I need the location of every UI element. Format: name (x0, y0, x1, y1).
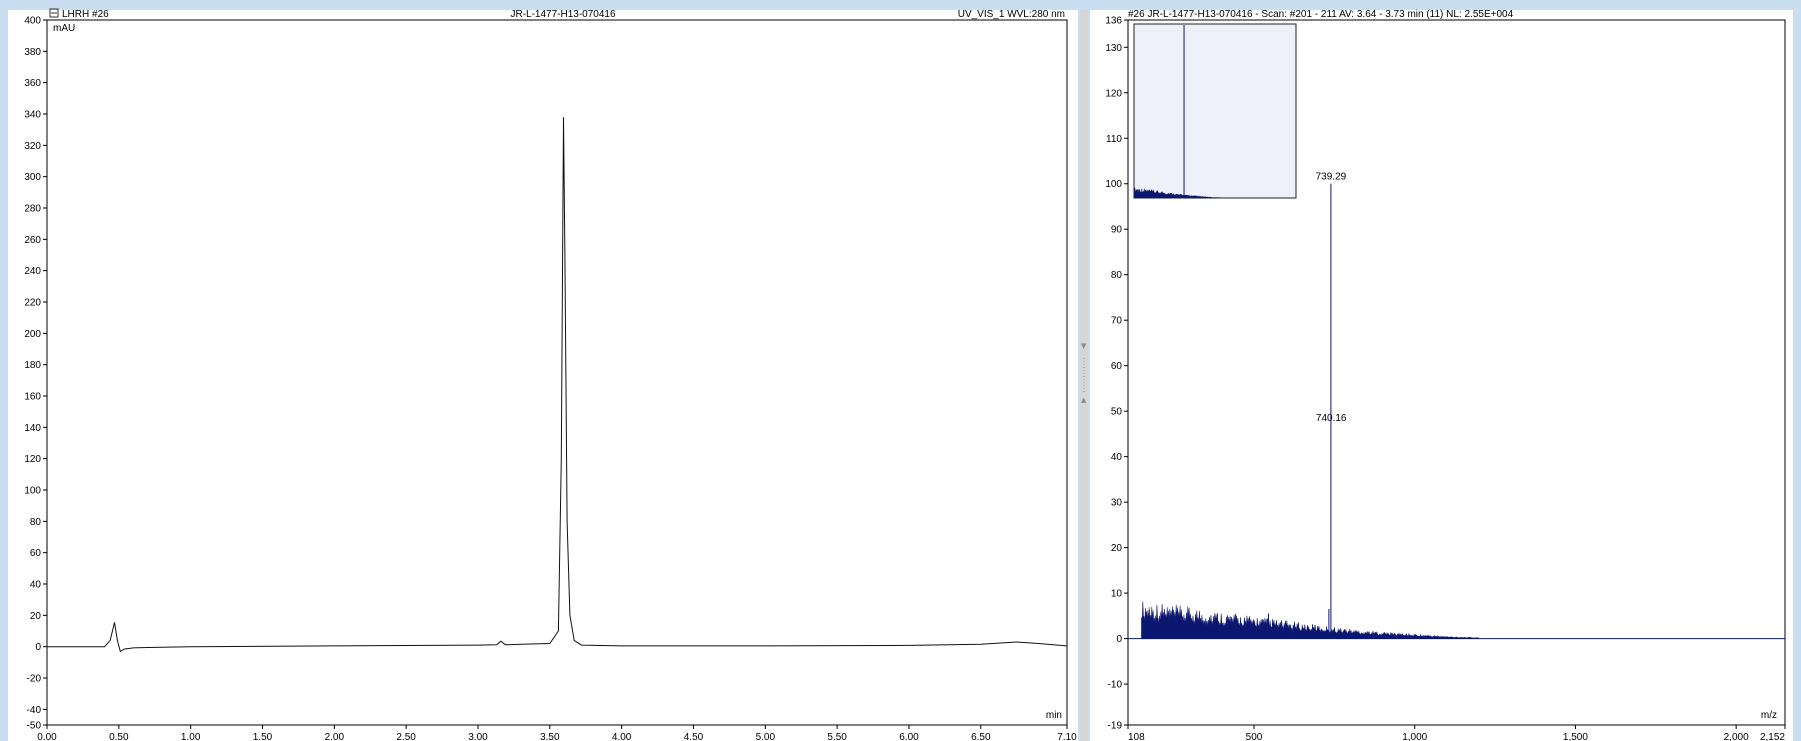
uv-x-tick-label: 0.50 (109, 732, 129, 741)
ms-x-tick-label: 500 (1246, 732, 1263, 741)
uv-y-tick-label: 240 (24, 266, 41, 277)
uv-y-tick-label: -50 (27, 721, 42, 732)
uv-y-tick-label: 60 (30, 548, 42, 559)
uv-y-tick-label: 360 (24, 78, 41, 89)
uv-y-tick-label: 380 (24, 47, 41, 58)
ms-y-tick-label: -19 (1108, 721, 1123, 732)
uv-x-tick-label: 1.00 (181, 732, 201, 741)
ms-x-tick-label: 2,000 (1724, 732, 1749, 741)
uv-y-tick-label: -20 (27, 674, 42, 685)
ms-xlabel: m/z (1761, 710, 1777, 721)
uv-panel-background (8, 10, 1078, 741)
ms-peak-label: 740.16 (1316, 413, 1347, 424)
ms-y-tick-label: 136 (1105, 16, 1122, 27)
ms-y-tick-label: 100 (1105, 179, 1122, 190)
uv-xlabel: min (1046, 710, 1062, 721)
ms-y-tick-label: 40 (1111, 452, 1123, 463)
collapse-down-icon[interactable]: ▲ (1081, 396, 1087, 404)
uv-y-tick-label: 200 (24, 329, 41, 340)
chromatogram-title: JR-L-1477-H13-070416 (510, 9, 616, 20)
uv-y-tick-label: 300 (24, 172, 41, 183)
uv-y-tick-label: 20 (30, 611, 42, 622)
ms-y-tick-label: -10 (1108, 680, 1123, 691)
ms-x-axis: 108 500 1,000 1,500 2,000 2,152 (1127, 725, 1786, 741)
panel-splitter[interactable]: ▼ ▲ (1080, 10, 1088, 741)
uv-y-tick-label: 280 (24, 204, 41, 215)
uv-x-tick-label: 3.50 (540, 732, 560, 741)
ms-peaks (1267, 183, 1332, 639)
uv-y-tick-label: 0 (35, 642, 41, 653)
chromatogram-icon (49, 8, 59, 18)
uv-y-tick-label: 320 (24, 141, 41, 152)
uv-header: LHRH #26 JR-L-1477-H13-070416 UV_VIS_1 W… (49, 8, 1065, 20)
uv-x-tick-label: 6.50 (971, 732, 991, 741)
ms-y-tick-label: 20 (1111, 543, 1123, 554)
ms-y-tick-label: 90 (1111, 225, 1123, 236)
uv-x-tick-label: 4.00 (612, 732, 632, 741)
uv-x-tick-label: 5.00 (756, 732, 776, 741)
ms-y-tick-label: 130 (1105, 43, 1122, 54)
uv-y-tick-label: 220 (24, 298, 41, 309)
ms-peak-label: 739.29 (1316, 172, 1347, 183)
uv-x-tick-label: 6.00 (899, 732, 919, 741)
ms-noise-bars (1141, 601, 1480, 639)
ms-y-tick-label: 110 (1106, 134, 1122, 145)
ms-y-tick-label: 10 (1111, 589, 1123, 600)
ms-y-tick-label: 60 (1111, 361, 1123, 372)
collapse-up-icon[interactable]: ▼ (1081, 342, 1087, 350)
ms-x-tick-label: 2,152 (1760, 732, 1785, 741)
uv-chromatogram-panel[interactable]: LHRH #26 JR-L-1477-H13-070416 UV_VIS_1 W… (8, 8, 1078, 741)
uv-plot-frame (46, 19, 1068, 726)
uv-y-tick-label: 140 (24, 423, 41, 434)
ms-x-tick-label: 1,000 (1402, 732, 1427, 741)
uv-x-tick-label: 5.50 (827, 732, 847, 741)
ms-y-tick-label: 120 (1105, 88, 1122, 99)
uv-y-tick-label: 400 (24, 16, 41, 27)
uv-y-axis: 4003803603403203002802602402202001801601… (24, 16, 47, 732)
uv-y-tick-label: 180 (24, 360, 41, 371)
uv-trace-line (47, 117, 1068, 653)
uv-ylabel: mAU (53, 23, 75, 34)
uv-x-tick-label: 3.00 (468, 732, 488, 741)
ms-x-tick-label: 1,500 (1563, 732, 1588, 741)
inset-frame (1133, 23, 1297, 199)
detector-label: UV_VIS_1 WVL:280 nm (958, 9, 1065, 20)
sample-label: LHRH #26 (62, 9, 109, 20)
ms-y-tick-label: 30 (1111, 498, 1123, 509)
uv-y-tick-label: 120 (24, 454, 41, 465)
ms-plot-frame (1127, 19, 1786, 726)
uv-x-axis: 0.00 0.50 1.00 1.50 2.00 2.50 3.00 3.50 4.00 4.50… (37, 725, 1077, 741)
scan-header: #26 JR-L-1477-H13-070416 - Scan: #201 - … (1128, 9, 1514, 20)
uv-x-tick-label: 2.50 (396, 732, 416, 741)
ms-y-tick-label: 80 (1111, 270, 1123, 281)
uv-y-tick-label: 80 (30, 517, 42, 528)
uv-y-tick-label: 340 (24, 110, 41, 121)
uv-x-tick-label: 4.50 (684, 732, 704, 741)
ms-y-tick-label: 70 (1111, 316, 1123, 327)
uv-y-tick-label: 40 (30, 580, 42, 591)
uv-x-tick-label: 2.00 (325, 732, 345, 741)
ms-y-tick-label: 0 (1116, 634, 1122, 645)
uv-y-tick-label: -40 (27, 705, 42, 716)
uv-x-tick-label: 1.50 (253, 732, 273, 741)
uv-y-tick-label: 100 (24, 486, 41, 497)
ms-peak-labels: 739.29 740.16 (1316, 172, 1347, 424)
uv-y-tick-label: 160 (24, 392, 41, 403)
ms-y-tick-label: 50 (1111, 407, 1123, 418)
mass-spectrum-panel[interactable]: #26 JR-L-1477-H13-070416 - Scan: #201 - … (1090, 9, 1793, 741)
uv-y-tick-label: 260 (24, 235, 41, 246)
uv-x-tick-label: 0.00 (37, 732, 57, 741)
uv-x-tick-label: 7.10 (1057, 732, 1077, 741)
spectrum-inset[interactable] (1133, 23, 1297, 199)
ms-x-tick-label: 108 (1128, 732, 1145, 741)
inset-noise-bars (1133, 187, 1222, 199)
